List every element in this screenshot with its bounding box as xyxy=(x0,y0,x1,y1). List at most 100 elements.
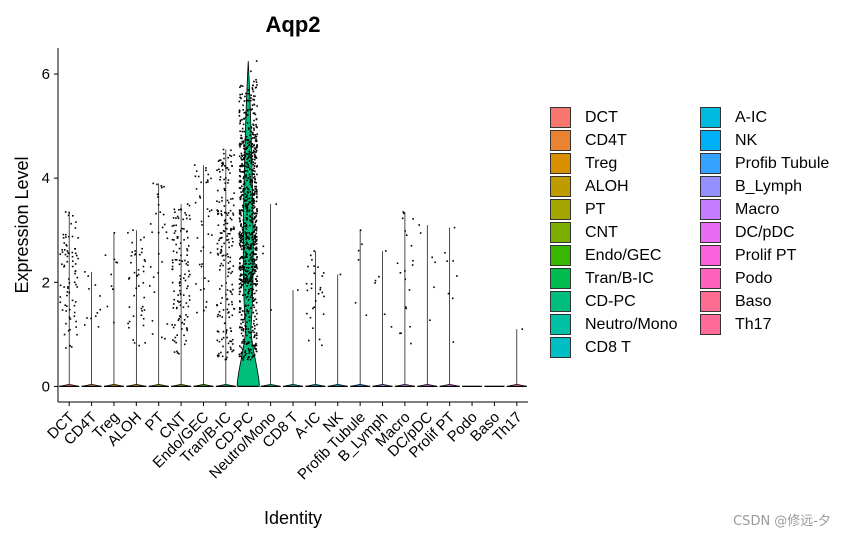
data-point xyxy=(139,253,141,256)
data-point xyxy=(245,278,247,280)
data-point xyxy=(221,316,224,318)
legend-label: DC/pDC xyxy=(735,223,795,241)
data-point xyxy=(250,97,252,99)
legend-label: CD4T xyxy=(585,131,627,149)
data-point xyxy=(246,218,249,221)
data-point xyxy=(252,163,255,166)
data-point xyxy=(404,306,407,308)
data-point xyxy=(252,329,254,332)
legend-label: Podo xyxy=(735,269,773,287)
data-point xyxy=(246,153,249,155)
data-point xyxy=(87,275,90,277)
data-point xyxy=(251,180,253,183)
data-point xyxy=(256,165,258,167)
data-point xyxy=(242,191,244,193)
data-point xyxy=(226,235,228,237)
data-point xyxy=(134,252,137,255)
data-point xyxy=(241,357,244,359)
data-point xyxy=(209,251,212,254)
data-point xyxy=(240,248,243,251)
data-point xyxy=(221,232,223,234)
data-point xyxy=(238,110,241,113)
data-point xyxy=(256,283,258,285)
data-point xyxy=(254,348,257,350)
data-point xyxy=(255,236,257,239)
data-point xyxy=(63,333,66,336)
data-point xyxy=(182,218,184,221)
data-point xyxy=(243,200,246,202)
data-point xyxy=(222,163,224,165)
data-point xyxy=(238,311,241,314)
data-point xyxy=(242,104,244,107)
data-point xyxy=(240,236,243,239)
data-point xyxy=(239,187,242,189)
data-point xyxy=(242,321,244,324)
data-point xyxy=(248,238,251,240)
data-point xyxy=(142,324,145,327)
data-point xyxy=(255,270,257,272)
legend-swatch xyxy=(550,314,571,335)
data-point xyxy=(365,314,368,317)
data-point xyxy=(245,280,248,283)
data-point xyxy=(239,262,241,264)
data-point xyxy=(253,261,255,263)
data-point xyxy=(247,203,250,206)
data-point xyxy=(239,282,242,285)
data-point xyxy=(227,268,230,270)
data-point xyxy=(222,161,224,164)
data-point xyxy=(186,203,189,205)
data-point xyxy=(243,266,246,268)
data-point xyxy=(250,275,252,278)
data-point xyxy=(246,358,249,361)
data-point xyxy=(250,159,253,162)
data-point xyxy=(151,333,154,335)
legend-item: NK xyxy=(700,129,829,152)
data-point xyxy=(239,122,241,125)
data-point xyxy=(255,337,258,340)
data-point xyxy=(179,315,181,317)
y-tick-label: 2 xyxy=(42,274,50,291)
data-point xyxy=(230,218,233,221)
data-point xyxy=(217,210,219,212)
data-point xyxy=(160,185,163,187)
data-point xyxy=(232,204,235,207)
data-point xyxy=(242,123,245,126)
data-point xyxy=(225,167,227,169)
data-point xyxy=(173,298,176,301)
data-point xyxy=(252,300,255,302)
data-point xyxy=(187,264,189,266)
data-point xyxy=(256,275,258,278)
data-point xyxy=(227,201,230,204)
data-point xyxy=(196,237,199,239)
data-point xyxy=(183,228,185,230)
data-point xyxy=(238,111,241,114)
legend-label: CD-PC xyxy=(585,292,636,310)
data-point xyxy=(184,212,186,214)
data-point xyxy=(171,281,174,284)
data-point xyxy=(253,192,256,194)
data-point xyxy=(238,278,241,280)
data-point xyxy=(240,329,243,331)
data-point xyxy=(245,152,248,155)
data-point xyxy=(248,352,251,354)
legend-item: Th17 xyxy=(700,313,829,336)
data-point xyxy=(408,289,411,291)
y-tick-label: 6 xyxy=(42,66,50,83)
data-point xyxy=(161,261,163,263)
data-point xyxy=(245,92,247,95)
data-point xyxy=(177,217,180,220)
legend-item: Baso xyxy=(700,290,829,313)
data-point xyxy=(429,319,431,322)
data-point xyxy=(240,224,242,226)
data-point xyxy=(219,232,222,234)
data-point xyxy=(243,148,246,151)
data-point xyxy=(254,187,257,190)
data-point xyxy=(246,121,249,124)
data-point xyxy=(72,214,74,217)
data-point xyxy=(242,140,245,142)
data-point xyxy=(254,347,256,349)
data-point xyxy=(253,193,256,196)
data-point xyxy=(71,251,74,254)
data-point xyxy=(233,154,235,156)
data-point xyxy=(253,112,256,114)
